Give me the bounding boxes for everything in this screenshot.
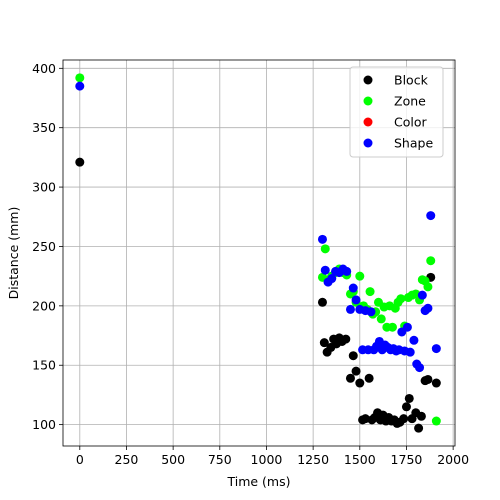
shape-point <box>402 322 412 332</box>
block-point <box>355 378 365 388</box>
legend-box <box>349 66 444 158</box>
axis-ticks: 0 250 500 750 1000 1250 1500 1750 2000 100 150 200 2… <box>32 61 469 467</box>
block-point <box>399 414 409 424</box>
shape-point <box>317 234 327 244</box>
x-tick-label: 1500 <box>344 452 376 467</box>
y-tick-label: 400 <box>32 61 56 76</box>
shape-point <box>417 290 427 300</box>
zone-point <box>320 244 330 254</box>
shape-point <box>405 347 415 357</box>
x-axis-label: Time (ms) <box>226 474 290 489</box>
shape-point <box>348 283 358 293</box>
zone-point <box>365 287 375 297</box>
legend-marker-color <box>363 117 373 127</box>
legend-label-block: Block <box>394 73 429 88</box>
zone-point <box>431 416 441 426</box>
x-tick-label: 0 <box>76 452 84 467</box>
shape-point <box>431 344 441 354</box>
shape-point <box>75 81 85 91</box>
zone-point <box>355 271 365 281</box>
shape-point <box>345 304 355 314</box>
y-tick-label: 150 <box>32 358 56 373</box>
legend-label-color: Color <box>394 115 427 130</box>
block-point <box>401 402 411 412</box>
grid-lines <box>63 60 455 446</box>
block-point <box>404 393 414 403</box>
x-tick-label: 1250 <box>297 452 329 467</box>
zone-point <box>387 322 397 332</box>
zone-point <box>396 294 406 304</box>
zone-point <box>75 73 85 83</box>
block-point <box>423 374 433 384</box>
plot-frame <box>62 59 456 447</box>
y-tick-label: 100 <box>32 417 56 432</box>
x-tick-label: 500 <box>161 452 185 467</box>
block-point <box>416 411 426 421</box>
shape-point <box>327 274 337 284</box>
block-point <box>341 334 351 344</box>
x-tick-label: 1000 <box>251 452 283 467</box>
data-points <box>75 73 441 433</box>
shape-point <box>342 266 352 276</box>
shape-point <box>423 303 433 313</box>
zone-point <box>423 282 433 292</box>
legend-marker-zone <box>363 96 373 106</box>
block-point <box>364 373 374 383</box>
shape-point <box>366 307 376 317</box>
shape-point <box>415 363 425 373</box>
block-point <box>348 351 358 361</box>
block-point <box>75 157 85 167</box>
y-tick-label: 300 <box>32 180 56 195</box>
y-tick-label: 350 <box>32 120 56 135</box>
legend-marker-shape <box>363 138 373 148</box>
legend: Block Zone Color Shape <box>349 66 444 158</box>
legend-label-zone: Zone <box>394 94 426 109</box>
legend-marker-block <box>363 75 373 85</box>
block-point <box>414 423 424 433</box>
x-tick-label: 1750 <box>391 452 423 467</box>
block-point <box>351 366 361 376</box>
y-tick-label: 200 <box>32 298 56 313</box>
x-tick-label: 250 <box>115 452 139 467</box>
block-point <box>431 378 441 388</box>
block-point <box>317 297 327 307</box>
x-tick-label: 2000 <box>437 452 469 467</box>
shape-point <box>426 211 436 221</box>
block-point <box>319 338 329 348</box>
shape-point <box>351 295 361 305</box>
zone-point <box>426 256 436 266</box>
shape-point <box>409 335 419 345</box>
legend-label-shape: Shape <box>394 136 433 151</box>
y-axis-label: Distance (mm) <box>6 207 21 300</box>
y-tick-label: 250 <box>32 239 56 254</box>
block-point <box>345 373 355 383</box>
x-tick-label: 750 <box>208 452 232 467</box>
zone-point <box>376 314 386 324</box>
shape-point <box>320 265 330 275</box>
